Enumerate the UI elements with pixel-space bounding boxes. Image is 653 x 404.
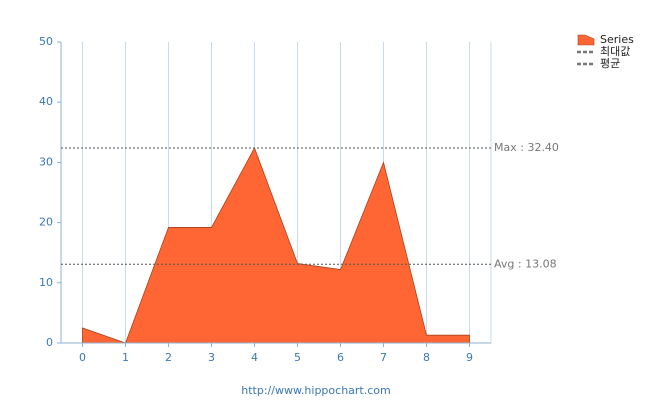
legend-label: 평균 [600,57,620,70]
x-tick-label: 3 [208,351,215,364]
legend-label: 최대값 [600,45,630,58]
x-tick-label: 5 [294,351,301,364]
x-tick-label: 2 [165,351,172,364]
footer-link[interactable]: http://www.hippochart.com [241,384,390,397]
y-tick-label: 10 [39,276,53,289]
y-tick-label: 50 [39,35,53,48]
x-tick-label: 8 [423,351,430,364]
y-tick-label: 40 [39,95,53,108]
x-tick-label: 4 [251,351,258,364]
x-tick-label: 0 [79,351,86,364]
x-tick-label: 9 [466,351,473,364]
reference-label: Avg : 13.08 [494,257,557,270]
area [82,146,470,344]
legend-label: Series [600,33,634,46]
reference-label: Max : 32.40 [494,141,559,154]
x-tick-label: 6 [337,351,344,364]
y-tick-label: 20 [39,216,53,229]
y-tick-label: 30 [39,155,53,168]
x-tick-label: 7 [380,351,387,364]
legend-swatch [577,34,595,46]
y-tick-label: 0 [46,336,53,349]
x-tick-label: 1 [122,351,129,364]
